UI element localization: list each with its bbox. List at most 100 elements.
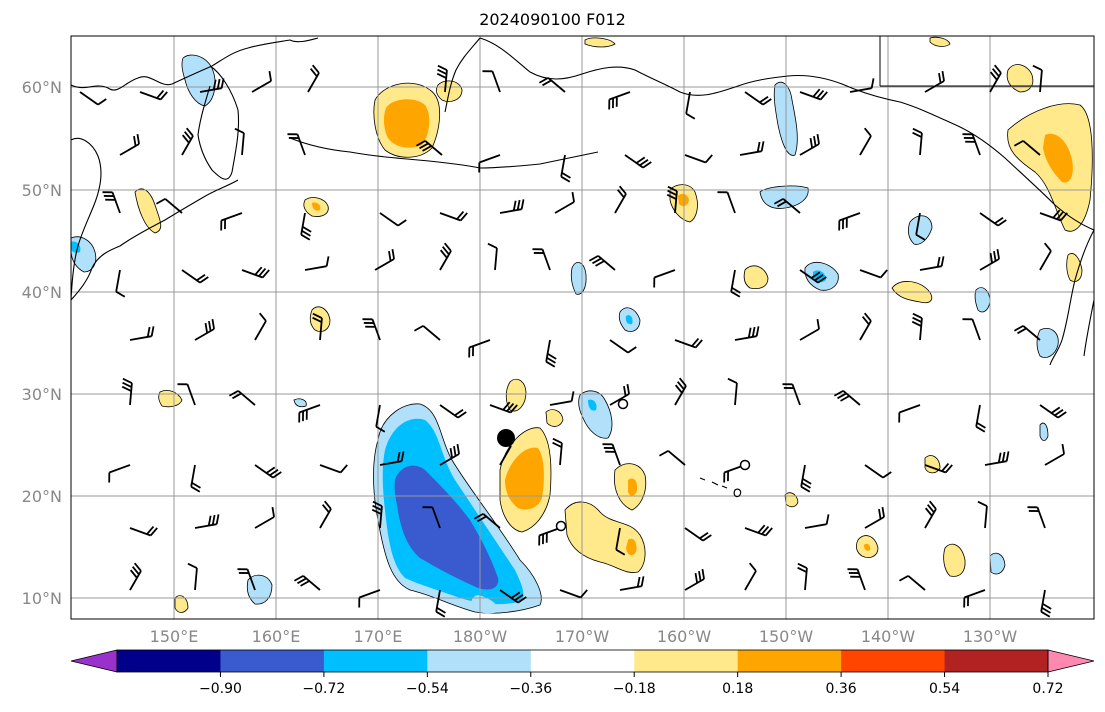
wind-barb: [108, 464, 131, 483]
wind-barb: [552, 437, 563, 466]
wind-barb: [739, 141, 765, 156]
contour-light-yellow-w: [584, 37, 616, 48]
colorbar-segment: [220, 650, 325, 672]
wind-barb: [254, 464, 282, 479]
wind-barb: [1039, 242, 1052, 271]
wind-barb: [499, 589, 527, 604]
contour-orange-b: [626, 538, 637, 556]
wind-barb: [911, 312, 923, 341]
wind-barb: [374, 248, 395, 271]
wind-barb: [379, 212, 407, 227]
contour-light-yellow-k: [309, 306, 331, 332]
contour-blue-g: [625, 315, 633, 325]
coastline-bc-coast: [1049, 229, 1094, 366]
wind-barb: [436, 64, 448, 93]
wind-barb: [129, 562, 142, 591]
island-maui: [721, 485, 728, 489]
map-frame: [70, 35, 1095, 620]
coastline-west-coast-us: [1083, 299, 1094, 357]
wind-barb: [685, 91, 696, 120]
wind-barb: [545, 339, 557, 368]
wind-barb: [962, 318, 981, 341]
wind-barb: [307, 64, 320, 93]
colorbar-segment: [737, 650, 842, 672]
longitude-label: 130°W: [963, 627, 1018, 646]
wind-barb: [859, 269, 888, 279]
contour-light-blue-d: [759, 185, 809, 209]
wind-barb: [684, 527, 712, 542]
colorbar-tick-label: 0.54: [929, 681, 960, 697]
wind-barb: [744, 562, 757, 591]
contour-light-blue-b: [578, 390, 613, 439]
contour-light-blue-m: [246, 574, 273, 605]
longitude-labels: 150°E 160°E 170°E 180°W 170°W 160°W 150°W 140°W…: [150, 627, 1018, 646]
wind-barb: [924, 500, 937, 529]
coastline-okhotsk: [71, 137, 102, 301]
wind-barb: [375, 404, 386, 433]
latitude-label: 10°N: [22, 589, 62, 608]
colorbar-segment: [841, 650, 946, 672]
wind-barb: [228, 390, 256, 406]
wind-barb: [797, 562, 808, 591]
contour-light-blue-h: [570, 262, 587, 295]
wind-barb: [435, 589, 446, 618]
wind-barb: [919, 256, 945, 271]
wind-barb: [615, 527, 626, 556]
wind-barb: [234, 127, 245, 156]
political-borders: [879, 36, 1094, 87]
island-oahu: [711, 481, 719, 486]
wind-barb: [833, 390, 861, 406]
wind-barb: [319, 500, 332, 529]
longitude-label: 150°E: [150, 627, 199, 646]
wind-barb: [1032, 64, 1043, 93]
wind-barb: [194, 514, 220, 529]
circle-marker: [555, 520, 567, 532]
wind-barb: [129, 326, 155, 341]
graticule: [71, 36, 1094, 619]
wind-barb: [800, 464, 812, 493]
contour-light-yellow-s: [784, 492, 799, 508]
wind-barb: [684, 154, 713, 164]
contour-orange-j: [312, 202, 321, 211]
wind-barb: [115, 269, 126, 298]
wind-barb: [773, 198, 801, 214]
wind-barb: [554, 191, 575, 214]
wind-barb: [984, 451, 1010, 466]
contour-light-yellow-n: [943, 543, 966, 577]
wind-barb: [319, 464, 348, 474]
wind-barb: [499, 199, 525, 214]
contour-light-yellow-x: [929, 36, 951, 47]
circle-marker: [617, 398, 629, 410]
wind-barb: [139, 89, 168, 101]
wind-barb: [241, 266, 270, 279]
colorbar-tick-label: 0.72: [1032, 681, 1063, 697]
wind-barb: [473, 513, 501, 529]
wind-barb: [293, 575, 321, 591]
contour-light-yellow-l: [743, 265, 769, 289]
coastline-russia: [71, 37, 319, 91]
wind-barb: [614, 185, 627, 214]
wind-barb: [744, 91, 772, 106]
latitude-label: 50°N: [22, 181, 62, 200]
wind-barb: [194, 318, 215, 341]
contour-light-blue-k: [181, 54, 216, 107]
wind-barb: [963, 589, 986, 608]
wind-barb: [129, 525, 158, 537]
wind-barb: [489, 401, 518, 414]
wind-barb: [864, 506, 885, 529]
wind-barb: [538, 77, 566, 93]
wind-barb: [847, 568, 866, 591]
wind-barb: [304, 256, 330, 271]
wind-barb: [962, 133, 981, 156]
wind-barb: [674, 377, 687, 406]
wind-barb: [413, 325, 441, 341]
wind-barb: [912, 127, 923, 156]
contour-mid-blue-main: [394, 465, 499, 590]
wind-barb: [799, 269, 827, 284]
coastline-japan-kuril: [71, 179, 239, 301]
contour-light-yellow-r: [545, 409, 564, 427]
longitude-label: 170°E: [354, 627, 403, 646]
wind-barb: [838, 212, 861, 231]
wind-barb: [658, 450, 686, 466]
